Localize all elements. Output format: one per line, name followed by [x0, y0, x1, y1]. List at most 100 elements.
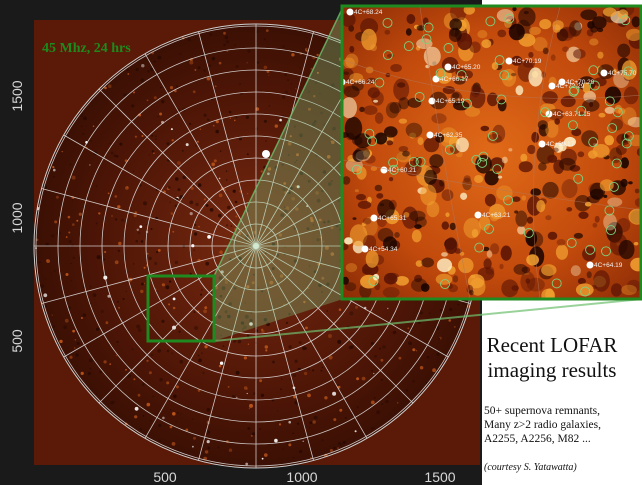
inset-source-dot: [380, 166, 388, 174]
inset-source-dot: [548, 82, 556, 90]
bright-source: [262, 150, 270, 158]
inset-source-dot: [444, 63, 452, 71]
inset-source-dot: [361, 245, 369, 253]
detection-circle: [474, 242, 485, 253]
detection-circle: [415, 156, 426, 167]
detection-circle: [569, 85, 580, 96]
inset-source-label: 4C+65.20: [452, 64, 481, 71]
inset-source-label: 4C+63.71.15: [553, 111, 591, 118]
detection-circle: [604, 205, 615, 216]
inset-source-label: 4C+75.70: [608, 70, 637, 77]
detection-circle: [496, 94, 507, 105]
inset-source-dot: [370, 214, 378, 222]
detection-circle: [444, 144, 455, 155]
detection-circle: [568, 86, 579, 97]
y-tick-1500: 1500: [9, 80, 25, 111]
caption-title-line-2: imaging results: [487, 358, 617, 382]
detection-circle: [601, 246, 611, 257]
detection-circle: [421, 34, 432, 45]
caption-title-line-1: Recent LOFAR: [486, 333, 618, 357]
detection-circle: [611, 158, 622, 169]
detection-circle: [364, 128, 375, 139]
inset-source-label: 4C+66.24: [346, 79, 375, 86]
detection-circle: [623, 66, 634, 77]
detection-circle: [443, 43, 454, 53]
zoom-box: [146, 274, 216, 343]
detection-circle: [478, 151, 489, 162]
inset-source-label: 4C+65.19: [436, 98, 465, 105]
detection-circle: [368, 276, 379, 287]
detection-circle: [367, 136, 378, 147]
detection-circle: [456, 70, 467, 81]
detection-circle: [503, 195, 514, 206]
central-source: [253, 243, 259, 249]
detection-circle: [585, 244, 596, 255]
inset-source-label: 4C+65.31: [378, 215, 407, 222]
detection-circle: [540, 107, 551, 118]
detection-circle: [408, 156, 419, 167]
caption-title: Recent LOFAR imaging results: [466, 333, 638, 383]
inset-source-label: 4C+72.29: [556, 83, 585, 90]
frequency-label: 45 Mhz, 24 hrs: [42, 41, 131, 56]
inset-source-label: 4C+70.19: [513, 58, 542, 65]
detection-circle: [566, 237, 577, 248]
caption-body-line-2: Many z>2 radio galaxies,: [484, 419, 601, 431]
detection-circle: [612, 107, 623, 118]
detection-circle: [492, 164, 503, 175]
inset-source-dot: [600, 69, 608, 77]
x-tick-500: 500: [153, 469, 177, 485]
detection-circle: [606, 225, 616, 236]
detection-circle: [494, 55, 505, 66]
detection-circle: [484, 224, 494, 234]
caption-body-line-3: A2255, A2256, M82 ...: [484, 433, 591, 445]
inset-source-label: 4C+66.17: [440, 76, 469, 83]
y-tick-1000: 1000: [9, 202, 25, 233]
inset-source-label: 4C+68.24: [354, 9, 383, 16]
detection-circle: [374, 77, 385, 88]
inset-source-dot: [558, 78, 566, 86]
detection-circle: [440, 279, 450, 290]
inset-source-label: 4C+69.17: [546, 141, 575, 148]
inset-source-dot: [426, 131, 434, 139]
detection-circle: [499, 70, 510, 81]
detection-circle: [580, 286, 591, 297]
caption-body-line-1: 50+ supernova remnants,: [484, 405, 601, 417]
detection-circle: [403, 41, 414, 52]
inset-source-label: 4C+63.21: [482, 212, 511, 219]
inset-source-dot: [538, 140, 546, 148]
detection-circle: [382, 50, 393, 61]
detection-circle: [523, 228, 534, 238]
inset-zoom: 4C+68.24 4C+66.24 4C+65.20 4C+66.17 4C+70.19…: [343, 7, 642, 299]
detection-circle: [567, 120, 578, 131]
detection-circle: [423, 22, 434, 33]
detection-circle: [504, 13, 515, 24]
detection-circle: [588, 137, 599, 148]
detection-circle: [435, 68, 446, 79]
detection-circle: [487, 130, 498, 141]
inset-source-label: 4C+62.35: [434, 132, 463, 139]
detection-circle: [576, 105, 587, 116]
detection-circle: [621, 138, 632, 149]
inset-source-dot: [432, 75, 440, 83]
detection-circle: [414, 91, 425, 102]
inset-source-dot: [346, 8, 354, 16]
caption-body: 50+ supernova remnants, Many z>2 radio g…: [484, 404, 640, 446]
detection-circle: [623, 131, 634, 142]
inset-frame: [340, 4, 642, 301]
inset-source-dot: [505, 57, 513, 65]
inset-source-dot: [586, 261, 594, 269]
detection-circle: [604, 96, 615, 107]
detection-circle: [351, 164, 362, 175]
detection-circle: [608, 181, 619, 192]
y-tick-500: 500: [9, 329, 25, 353]
detection-circle: [589, 80, 600, 91]
inset-source-label: 4C+64.19: [594, 262, 623, 269]
detection-circle: [388, 157, 399, 168]
inset-source-label: 4C+60.21: [388, 167, 417, 174]
x-tick-1500: 1500: [424, 469, 455, 485]
detection-circle: [573, 173, 584, 184]
detection-circle: [607, 123, 618, 134]
inset-source-dot: [474, 211, 482, 219]
detection-circle: [551, 278, 562, 289]
